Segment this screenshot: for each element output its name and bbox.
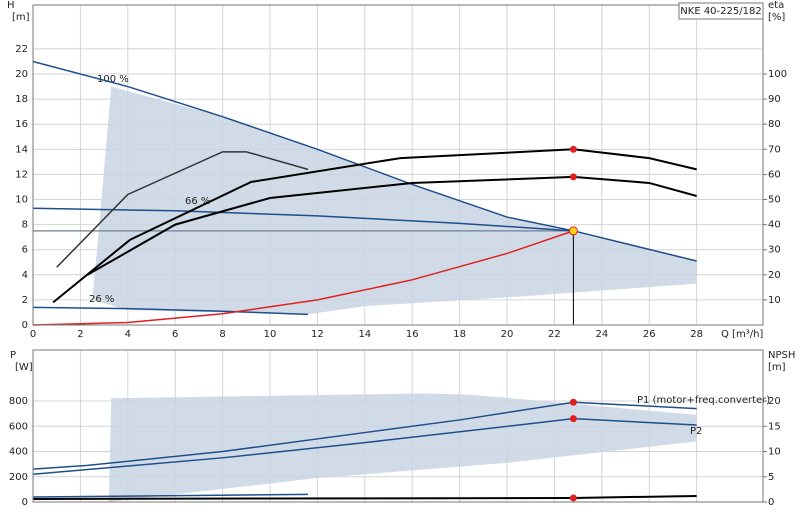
- y-tick-label: 800: [9, 396, 28, 407]
- x-tick-label: 10: [264, 329, 277, 340]
- title-box: [678, 2, 764, 20]
- y-tick-label: 2: [22, 295, 28, 306]
- y-tick-label: 0: [22, 320, 28, 331]
- curve: [32, 417, 697, 475]
- y2-tick-label: 20: [768, 396, 781, 407]
- x-tick-label: 22: [548, 329, 561, 340]
- plot-frame: [32, 4, 764, 326]
- y2-tick-label: 15: [768, 421, 781, 432]
- operating-area: [108, 393, 697, 502]
- axis-label: [%]: [768, 12, 785, 23]
- x-tick-label: 8: [219, 329, 225, 340]
- y2-tick-label: 90: [768, 94, 781, 105]
- curve: [52, 148, 697, 304]
- duty-dot: [569, 173, 577, 181]
- axis-label: P: [10, 350, 16, 361]
- plot-frame: [32, 349, 764, 503]
- x-tick-label: 24: [595, 329, 608, 340]
- curve: [32, 207, 574, 232]
- curve: [56, 151, 309, 268]
- y2-tick-label: 70: [768, 144, 781, 155]
- curve: [32, 230, 574, 326]
- y-tick-label: 18: [15, 94, 28, 105]
- x-tick-label: 20: [501, 329, 514, 340]
- duty-dot: [569, 145, 577, 153]
- x-tick-label: 16: [406, 329, 419, 340]
- axis-label: [W]: [15, 362, 33, 373]
- curve: [32, 493, 308, 498]
- axis-label: [m]: [12, 12, 30, 23]
- y-tick-label: 200: [9, 472, 28, 483]
- y2-tick-label: 40: [768, 220, 781, 231]
- x-tick-label: 4: [125, 329, 131, 340]
- x-tick-label: 2: [77, 329, 83, 340]
- y-tick-label: 4: [22, 270, 28, 281]
- axis-label: eta: [768, 0, 784, 11]
- y-tick-label: 8: [22, 220, 28, 231]
- y2-tick-label: 10: [768, 295, 781, 306]
- y2-tick-label: 20: [768, 270, 781, 281]
- y-tick-label: 20: [15, 69, 28, 80]
- curve: [87, 175, 697, 276]
- y-tick-label: 10: [15, 195, 28, 206]
- y-tick-label: 400: [9, 447, 28, 458]
- axis-label: [m]: [768, 362, 786, 373]
- y-tick-label: 600: [9, 421, 28, 432]
- y-tick-label: 12: [15, 169, 28, 180]
- y-tick-label: 0: [22, 497, 28, 508]
- curve-label: 26 %: [89, 294, 114, 305]
- x-tick-label: 12: [311, 329, 324, 340]
- curve-label: 66 %: [185, 196, 210, 207]
- duty-dot: [569, 494, 577, 502]
- y2-tick-label: 60: [768, 169, 781, 180]
- curve-label: 100 %: [97, 74, 129, 85]
- axis-label: H: [7, 0, 15, 11]
- y2-tick-label: 5: [768, 472, 774, 483]
- x-tick-label: 14: [358, 329, 371, 340]
- y2-tick-label: 30: [768, 245, 781, 256]
- curve-label: P2: [690, 426, 702, 437]
- y2-tick-label: 100: [768, 69, 787, 80]
- duty-point: [568, 226, 578, 236]
- chart-title: NKE 40-225/182: [680, 6, 761, 17]
- operating-area: [92, 86, 697, 315]
- y2-tick-label: 50: [768, 195, 781, 206]
- axis-label: NPSH: [768, 350, 795, 361]
- y-tick-label: 6: [22, 245, 28, 256]
- curve-label: P1 (motor+freq.converter): [637, 395, 770, 406]
- x-tick-label: 6: [172, 329, 178, 340]
- duty-dot: [569, 398, 577, 406]
- x-tick-label: 28: [690, 329, 703, 340]
- y2-tick-label: 10: [768, 447, 781, 458]
- curve: [32, 60, 697, 262]
- y-tick-label: 22: [15, 44, 28, 55]
- x-axis-label: Q [m³/h]: [721, 329, 763, 340]
- curve: [32, 306, 308, 316]
- y-tick-label: 14: [15, 144, 28, 155]
- y-tick-label: 16: [15, 119, 28, 130]
- duty-dot: [569, 415, 577, 423]
- x-tick-label: 26: [643, 329, 656, 340]
- x-tick-label: 0: [30, 329, 36, 340]
- y2-tick-label: 80: [768, 119, 781, 130]
- x-tick-label: 18: [453, 329, 466, 340]
- y2-tick-label: 0: [768, 497, 774, 508]
